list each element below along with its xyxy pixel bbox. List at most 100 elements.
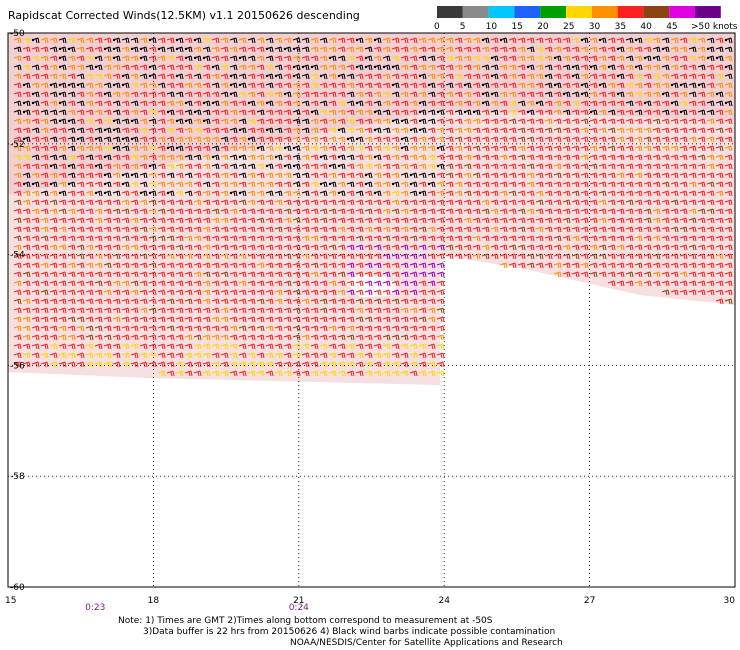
- wind-barb: [103, 64, 112, 71]
- wind-barb: [679, 64, 688, 71]
- wind-barb: [526, 100, 535, 107]
- wind-barb: [472, 118, 481, 125]
- wind-barb: [436, 118, 445, 125]
- wind-barb: [715, 100, 724, 107]
- wind-barb: [355, 37, 364, 44]
- wind-barb: [94, 127, 103, 134]
- wind-barb: [517, 46, 526, 53]
- wind-barb: [562, 109, 571, 116]
- wind-barb: [31, 55, 40, 62]
- wind-barb: [49, 64, 58, 71]
- wind-barb: [697, 46, 706, 53]
- wind-barb: [220, 64, 229, 71]
- wind-barb: [229, 37, 238, 44]
- wind-barb: [76, 73, 85, 80]
- wind-barb: [373, 73, 382, 80]
- wind-barb: [184, 55, 193, 62]
- wind-barb: [283, 118, 292, 125]
- wind-barb: [472, 73, 481, 80]
- wind-barb: [607, 73, 616, 80]
- wind-barb: [499, 37, 508, 44]
- wind-barb: [670, 91, 679, 98]
- wind-barb: [634, 37, 643, 44]
- wind-barb: [463, 109, 472, 116]
- wind-barb: [175, 73, 184, 80]
- wind-barb: [49, 118, 58, 125]
- wind-barb: [103, 118, 112, 125]
- wind-barb: [472, 46, 481, 53]
- y-tick-label: -56: [10, 361, 25, 371]
- wind-barb: [103, 37, 112, 44]
- wind-barb: [220, 73, 229, 80]
- wind-barb: [589, 73, 598, 80]
- wind-barb: [724, 82, 733, 89]
- wind-barb: [697, 55, 706, 62]
- wind-barb: [301, 46, 310, 53]
- wind-barb: [211, 37, 220, 44]
- wind-barb: [589, 109, 598, 116]
- wind-barb: [454, 82, 463, 89]
- legend-label: >50 knots: [691, 22, 738, 32]
- wind-barb: [247, 46, 256, 53]
- wind-barb: [319, 82, 328, 89]
- wind-barb: [364, 55, 373, 62]
- wind-barb: [526, 73, 535, 80]
- wind-barb: [445, 118, 454, 125]
- wind-barb: [661, 73, 670, 80]
- wind-barb: [706, 118, 715, 125]
- wind-barb: [706, 100, 715, 107]
- wind-barb: [670, 46, 679, 53]
- wind-barb: [562, 55, 571, 62]
- wind-barb: [175, 127, 184, 134]
- wind-barb: [166, 37, 175, 44]
- wind-barb: [715, 46, 724, 53]
- wind-barb: [355, 55, 364, 62]
- wind-barb: [112, 100, 121, 107]
- wind-barb: [22, 109, 31, 116]
- wind-barb: [562, 118, 571, 125]
- wind-barb: [382, 118, 391, 125]
- wind-barb: [310, 82, 319, 89]
- wind-barb: [319, 64, 328, 71]
- wind-barb: [337, 118, 346, 125]
- wind-barb: [589, 118, 598, 125]
- wind-barb: [13, 118, 22, 125]
- wind-barb: [193, 55, 202, 62]
- wind-barb: [472, 37, 481, 44]
- wind-barb: [508, 91, 517, 98]
- wind-barb: [724, 91, 733, 98]
- wind-barb: [472, 82, 481, 89]
- wind-barb: [40, 73, 49, 80]
- wind-barb: [292, 46, 301, 53]
- wind-barb: [508, 109, 517, 116]
- legend-label: 0: [434, 22, 440, 32]
- wind-barb: [265, 82, 274, 89]
- wind-barb: [112, 55, 121, 62]
- wind-barb: [418, 55, 427, 62]
- wind-barb: [409, 109, 418, 116]
- wind-barb: [391, 82, 400, 89]
- wind-barb: [661, 46, 670, 53]
- wind-barb: [76, 91, 85, 98]
- note-line-3: NOAA/NESDIS/Center for Satellite Applica…: [290, 638, 563, 648]
- wind-barb: [544, 82, 553, 89]
- wind-barb: [202, 73, 211, 80]
- wind-barb: [220, 82, 229, 89]
- wind-barb: [517, 73, 526, 80]
- wind-barb: [535, 37, 544, 44]
- wind-barb: [265, 91, 274, 98]
- wind-barb: [193, 91, 202, 98]
- wind-barb: [661, 82, 670, 89]
- wind-barb: [724, 118, 733, 125]
- wind-barb: [616, 64, 625, 71]
- wind-barb: [31, 64, 40, 71]
- wind-barb: [22, 46, 31, 53]
- wind-barb: [247, 73, 256, 80]
- wind-barb: [715, 91, 724, 98]
- wind-barb: [139, 118, 148, 125]
- wind-barb: [535, 73, 544, 80]
- wind-barb: [364, 100, 373, 107]
- wind-barb: [121, 73, 130, 80]
- wind-barb: [31, 82, 40, 89]
- wind-barb: [643, 100, 652, 107]
